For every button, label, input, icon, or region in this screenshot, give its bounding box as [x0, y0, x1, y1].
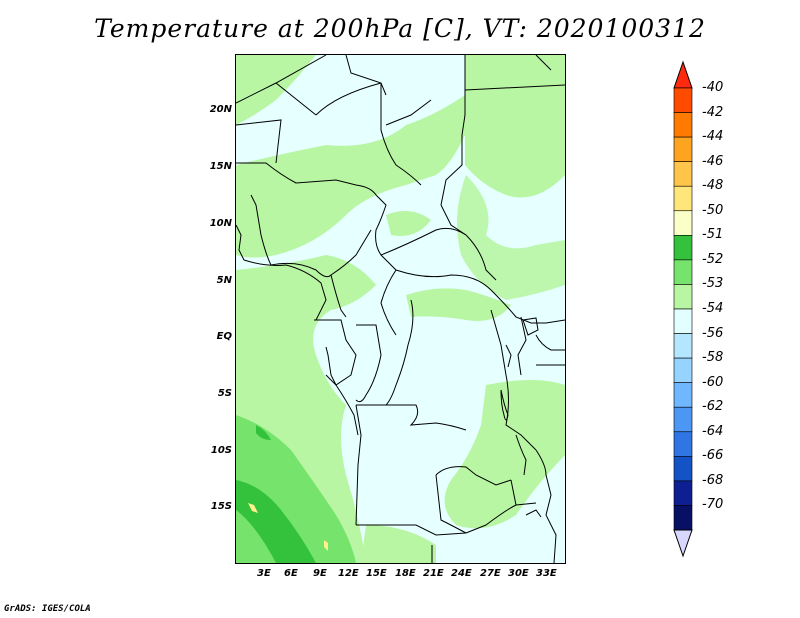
lon-label-24e: 24E	[451, 568, 472, 579]
colorbar-label: -64	[702, 423, 724, 439]
lon-label-3e: 3E	[257, 568, 271, 579]
colorbar-swatch	[673, 382, 693, 408]
lon-label-21e: 21E	[423, 568, 444, 579]
footer-credit: GrADS: IGES/COLA	[4, 604, 91, 614]
shading-dark-green	[236, 425, 316, 563]
colorbar-label: -42	[702, 104, 724, 120]
colorbar-swatches	[673, 87, 693, 531]
colorbar-swatch	[673, 480, 693, 506]
lat-label-5s: 5S	[217, 388, 232, 399]
colorbar-label: -40	[702, 80, 724, 95]
colorbar-swatch	[673, 333, 693, 359]
colorbar-label: -58	[702, 350, 724, 366]
colorbar-swatch	[673, 406, 693, 433]
colorbar-label: -66	[702, 448, 724, 464]
colorbar-label: -54	[702, 301, 724, 316]
colorbar-label: -48	[702, 178, 724, 194]
colorbar-bottom-triangle	[673, 529, 693, 558]
lon-label-27e: 27E	[480, 568, 501, 579]
colorbar-label: -53	[702, 276, 724, 292]
colorbar-swatch	[673, 431, 693, 457]
colorbar-swatch	[673, 161, 693, 187]
colorbar-top-triangle	[673, 60, 693, 89]
lat-label-10s: 10S	[210, 445, 232, 456]
map-panel	[235, 54, 566, 564]
shading-light-green	[236, 55, 565, 563]
lon-label-12e: 12E	[338, 568, 359, 579]
colorbar-label: -62	[702, 399, 724, 415]
colorbar	[673, 60, 693, 558]
colorbar-swatch	[673, 87, 693, 113]
colorbar-swatch	[673, 210, 693, 236]
colorbar-label: -60	[702, 374, 724, 390]
colorbar-label: -70	[702, 497, 724, 513]
lon-label-30e: 30E	[508, 568, 529, 579]
colorbar-swatch	[673, 259, 693, 285]
colorbar-swatch	[673, 112, 693, 138]
colorbar-label: -52	[702, 251, 724, 267]
colorbar-swatch	[673, 505, 693, 531]
colorbar-swatch	[673, 235, 693, 261]
colorbar-swatch	[673, 308, 693, 334]
colorbar-swatch	[673, 185, 693, 212]
lat-label-15s: 15S	[210, 501, 232, 512]
colorbar-label: -44	[702, 129, 724, 145]
colorbar-swatch	[673, 284, 693, 310]
lon-label-15e: 15E	[366, 568, 387, 579]
country-borders	[236, 55, 565, 563]
lon-label-18e: 18E	[395, 568, 416, 579]
colorbar-label: -51	[702, 227, 724, 243]
lat-label-20n: 20N	[209, 104, 232, 115]
colorbar-label: -68	[702, 472, 724, 488]
lon-label-9e: 9E	[313, 568, 327, 579]
lon-label-6e: 6E	[284, 568, 298, 579]
temperature-map	[236, 55, 565, 563]
colorbar-swatch	[673, 357, 693, 383]
map-title: Temperature at 200hPa [C], VT: 202010031…	[94, 14, 706, 43]
colorbar-label: -50	[702, 202, 724, 218]
colorbar-swatch	[673, 136, 693, 162]
lat-label-eq: EQ	[216, 331, 232, 342]
shading-yellow	[248, 503, 328, 551]
lat-label-10n: 10N	[209, 218, 232, 229]
colorbar-swatch	[673, 456, 693, 482]
lon-label-33e: 33E	[536, 568, 557, 579]
colorbar-label: -56	[702, 325, 724, 341]
lat-label-5n: 5N	[216, 275, 232, 286]
colorbar-label: -46	[702, 153, 724, 169]
lat-label-15n: 15N	[209, 161, 232, 172]
